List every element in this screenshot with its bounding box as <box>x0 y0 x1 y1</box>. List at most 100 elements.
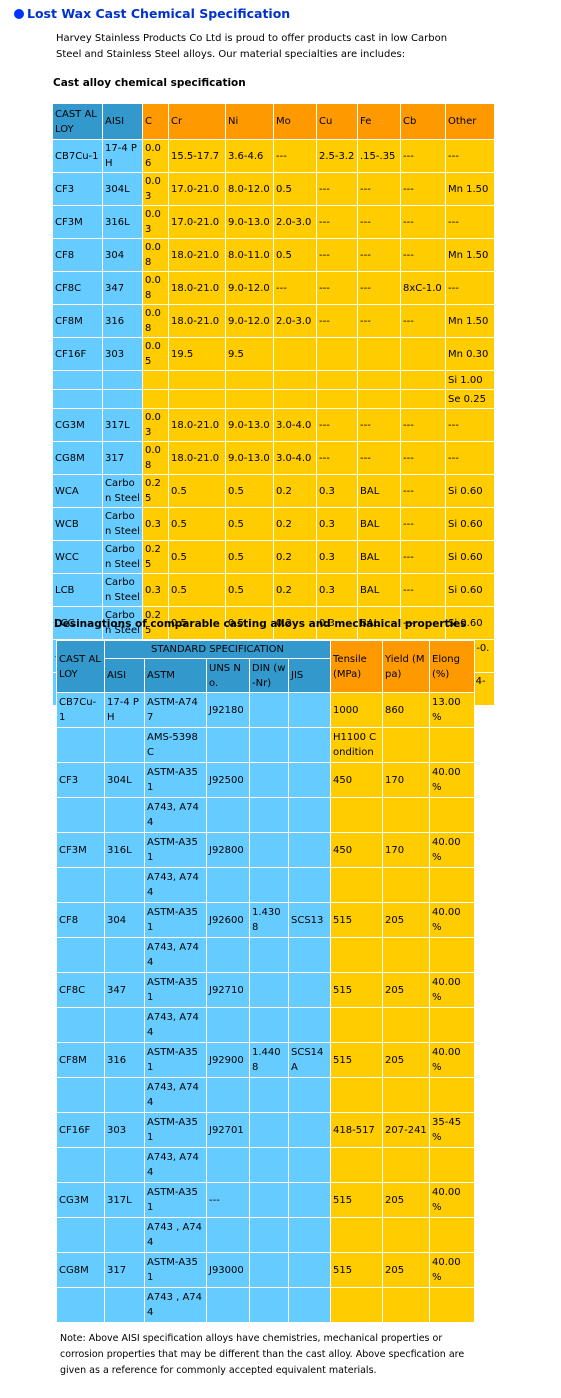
cell: 8.0-12.0 <box>225 172 274 206</box>
cell: J93000 <box>206 1252 250 1288</box>
empty-cell <box>287 832 332 868</box>
cell: 0.03 <box>142 205 169 239</box>
empty-cell <box>56 937 105 973</box>
empty-cell <box>56 1007 105 1043</box>
empty-cell <box>104 727 145 763</box>
empty-cell <box>400 337 446 371</box>
cell: 347 <box>102 271 143 305</box>
cell: 18.0-21.0 <box>168 238 226 272</box>
empty-cell <box>104 1147 145 1183</box>
cell: 18.0-21.0 <box>168 304 226 338</box>
cell: 205 <box>382 1252 431 1288</box>
cell: --- <box>357 205 401 239</box>
row: AISI ASTM UNS No. DIN (w-Nr) JIS <box>57 658 475 693</box>
cell: 9.0-13.0 <box>225 205 274 239</box>
empty-cell <box>168 370 226 390</box>
cell: 316L <box>102 205 143 239</box>
cell: CAST ALLOY <box>52 103 103 140</box>
cell: 17-4 PH <box>102 139 143 173</box>
cell: Carbon Steel <box>102 474 143 508</box>
cell: CF3 <box>52 172 103 206</box>
row: A743, A744 <box>56 797 476 833</box>
cell: 515 <box>330 1252 384 1288</box>
empty-cell <box>330 867 384 903</box>
cell: 0.5 <box>225 474 274 508</box>
cell: 316L <box>104 832 145 868</box>
empty-cell <box>429 727 476 763</box>
cell: ASTM-A351 <box>144 902 207 938</box>
empty-cell <box>429 1217 476 1253</box>
empty-cell <box>142 389 169 409</box>
cell: 0.5 <box>225 573 274 607</box>
cell: 515 <box>330 1182 384 1218</box>
cell: ASTM-A351 <box>144 762 207 798</box>
chemical-table: CAST ALLOY AISI C Cr Ni Mo Cu Fe Cb Other CB7Cu-1 1… <box>52 103 495 706</box>
cell: --- <box>316 441 358 475</box>
cell: Fe <box>357 103 401 140</box>
cell: 0.2 <box>273 606 317 640</box>
empty-cell <box>287 797 332 833</box>
cell: --- <box>400 573 446 607</box>
row: A743, A744 <box>56 1077 476 1113</box>
row: AMS-5398 C H1100 Condition <box>56 727 476 763</box>
cell: WCC <box>52 540 103 574</box>
empty-cell <box>104 1007 145 1043</box>
empty-cell <box>382 1077 431 1113</box>
section-heading: Desinagtions of comparable casting alloy… <box>54 618 467 630</box>
empty-cell <box>104 797 145 833</box>
cell: A743 , A744 <box>144 1287 207 1323</box>
row: CF3 304L ASTM-A351 J92500 450 170 40.00 % <box>56 762 476 798</box>
cell: JIS <box>287 658 332 693</box>
cell: 0.08 <box>142 238 169 272</box>
empty-cell <box>104 867 145 903</box>
empty-cell <box>206 727 250 763</box>
cell: 0.2 <box>273 573 317 607</box>
empty-cell <box>273 337 317 371</box>
empty-cell <box>429 937 476 973</box>
empty-cell <box>287 762 332 798</box>
row: WCA Carbon Steel 0.25 0.5 0.5 0.2 0.3 BAL --- Si … <box>52 474 495 508</box>
cell: UNS No. <box>206 658 250 693</box>
cell: --- <box>357 172 401 206</box>
cell: CG3M <box>56 1182 105 1218</box>
row: CG3M 317L 0.03 18.0-21.0 9.0-13.0 3.0-4.0 --- -… <box>52 408 495 442</box>
row: CF8M 316 0.08 18.0-21.0 9.0-12.0 2.0-3.0 --- --… <box>52 304 495 338</box>
cell: 0.05 <box>142 337 169 371</box>
cell: 0.25 <box>142 606 169 640</box>
empty-cell <box>206 1217 250 1253</box>
cell: Mn 1.50 <box>445 172 495 206</box>
empty-cell <box>287 937 332 973</box>
cell: 40.00 % <box>429 902 476 938</box>
empty-cell <box>287 1147 332 1183</box>
empty-cell <box>225 389 274 409</box>
empty-cell <box>330 937 384 973</box>
cell: SCS13 <box>287 902 332 938</box>
row: LCC Carbon Steel 0.25 0.5 0.5 0.2 0.3 BAL --- Si … <box>52 606 495 640</box>
empty-cell <box>429 1147 476 1183</box>
row: A743 , A744 <box>56 1287 476 1323</box>
cell: C <box>142 103 169 140</box>
cell: 3.0-4.0 <box>273 408 317 442</box>
cell: A743, A744 <box>144 867 207 903</box>
cell: 40.00 % <box>429 832 476 868</box>
cell: 0.08 <box>142 271 169 305</box>
empty-cell <box>249 727 289 763</box>
empty-cell <box>273 370 317 390</box>
empty-cell <box>330 1077 384 1113</box>
cell: 304L <box>104 762 145 798</box>
cell: LCB <box>52 573 103 607</box>
cell: BAL <box>357 507 401 541</box>
empty-cell <box>287 1287 332 1323</box>
cell: Si 0.60 <box>445 573 495 607</box>
row: LCB Carbon Steel 0.3 0.5 0.5 0.2 0.3 BAL --- Si 0… <box>52 573 495 607</box>
empty-cell <box>357 389 401 409</box>
cell: --- <box>400 507 446 541</box>
cell: --- <box>206 1182 250 1218</box>
cell: 18.0-21.0 <box>168 408 226 442</box>
empty-cell <box>429 1287 476 1323</box>
cell: J92701 <box>206 1112 250 1148</box>
cell: 8.0-11.0 <box>225 238 274 272</box>
cell: Mn 1.50 <box>445 304 495 338</box>
cell: ASTM-A351 <box>144 1252 207 1288</box>
row: CF8M 316 ASTM-A351 J92900 1.4408 SCS14A 515 205… <box>56 1042 476 1078</box>
